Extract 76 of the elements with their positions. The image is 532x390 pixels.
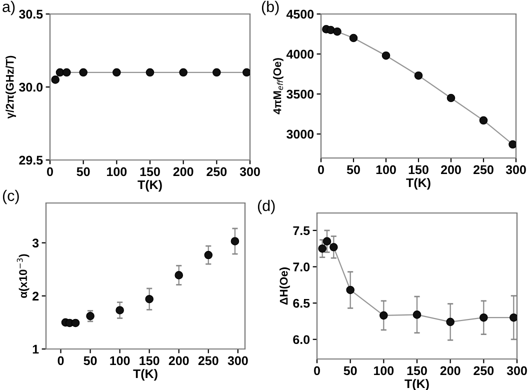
y-tick-label: 29.5 [19,156,43,165]
point [479,116,488,125]
point [333,27,342,36]
x-tick-label: 150 [140,167,160,176]
point [508,140,516,149]
y-tick-label: 4500 [286,10,314,19]
x-tick-label: 250 [474,366,494,376]
point [480,313,488,322]
point [318,244,326,253]
y-tick-label: 30.5 [19,10,43,19]
x-tick-label: 0 [318,165,324,174]
y-axis-title: 4πM$_{eff}$(Oe) [273,58,284,114]
x-tick-label: 150 [408,165,428,174]
x-tick-label: 50 [344,366,357,376]
y-axis-title: ΔH(Oe) [280,267,290,305]
x-tick-label: 150 [407,366,427,376]
point [230,237,240,246]
point [510,313,517,322]
x-tick-label: 150 [140,356,160,366]
y-tick-label: 3500 [286,90,314,99]
x-tick-label: 200 [173,167,194,176]
y-tick-label: 6.0 [293,335,310,344]
x-axis-title: T(K) [133,368,158,381]
y-axis-title: α(x10$^{−3}$) [16,254,30,298]
point [349,34,358,42]
x-tick-label: 200 [440,366,460,376]
y-tick-label: 3000 [286,130,314,139]
point [414,71,423,80]
y-tick-label: 7.5 [293,226,310,236]
y-axis-title: γ/2π(GHz/T) [6,56,16,119]
point [346,286,354,294]
x-tick-label: 0 [47,167,53,176]
x-tick-label: 0 [314,366,320,376]
y-tick-label: 2 [32,292,39,300]
point [446,318,454,326]
x-tick-label: 100 [374,366,394,376]
x-tick-label: 250 [206,167,227,176]
x-tick-label: 300 [506,165,526,174]
point [446,94,456,102]
x-tick-label: 50 [76,167,90,176]
x-tick-label: 0 [58,356,64,366]
point [380,311,388,320]
point [322,237,332,246]
point [116,306,124,314]
x-tick-label: 250 [474,165,494,174]
x-tick-label: 50 [84,356,97,366]
x-tick-label: 100 [376,165,396,174]
y-tick-label: 30.0 [19,82,43,92]
point [204,250,213,260]
y-tick-label: 1 [32,344,39,354]
y-tick-label: 7.0 [293,262,310,272]
point [412,310,422,319]
x-tick-label: 250 [198,356,218,366]
x-tick-label: 300 [228,356,248,366]
x-tick-label: 200 [441,165,461,174]
y-tick-label: 4000 [286,50,314,59]
point [86,312,94,320]
x-tick-label: 200 [168,356,189,366]
chart-title: a) [2,0,15,16]
y-tick-label: 6.5 [293,298,310,308]
x-tick-label: 100 [110,356,130,366]
point [145,294,154,304]
chart-title: (c) [2,190,19,204]
x-tick-label: 300 [240,167,260,176]
x-tick-label: 100 [107,167,127,176]
point [330,242,338,252]
point [382,51,390,60]
x-axis-title: T(K) [406,178,430,190]
x-tick-label: 50 [346,165,360,174]
y-tick-label: 3 [32,238,39,248]
chart-title: (b) [262,0,279,16]
chart-title: (d) [258,200,275,214]
x-axis-title: T(K) [138,180,162,192]
x-tick-label: 300 [506,366,527,376]
point [71,318,80,328]
point [174,271,184,280]
